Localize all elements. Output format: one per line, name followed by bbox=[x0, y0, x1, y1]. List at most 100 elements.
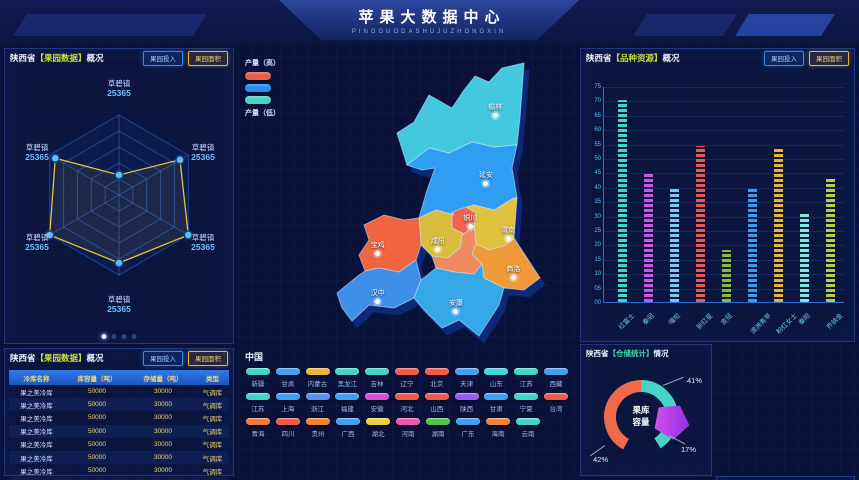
province-item[interactable]: 内蒙古 bbox=[305, 368, 331, 388]
y-axis-tick: 10 bbox=[594, 271, 601, 278]
header-banner: 苹果大数据中心 PINGGUODASHUJUZHONGXIN bbox=[279, 0, 579, 40]
province-item[interactable]: 西藏 bbox=[543, 368, 569, 388]
province-item[interactable]: 北京 bbox=[424, 368, 450, 388]
pager-dot[interactable] bbox=[131, 334, 137, 339]
bar-乔纳金[interactable] bbox=[826, 178, 835, 302]
province-item[interactable]: 黑龙江 bbox=[334, 368, 360, 388]
province-item[interactable]: 河南 bbox=[395, 418, 421, 438]
province-color-pill bbox=[245, 393, 270, 400]
province-item[interactable]: 青海 bbox=[245, 418, 271, 438]
cell-capacity: 50000 bbox=[87, 414, 107, 422]
pager-dot[interactable] bbox=[111, 334, 117, 339]
province-item[interactable]: 福建 bbox=[334, 393, 360, 413]
map-region-ankang[interactable] bbox=[413, 263, 505, 337]
x-axis-label: 粉红女士 bbox=[775, 312, 799, 336]
province-name: 河南 bbox=[401, 431, 415, 438]
province-item[interactable]: 浙江 bbox=[305, 393, 331, 413]
header-decor-right-bright bbox=[735, 14, 835, 36]
legend-low-label: 产量（低） bbox=[245, 110, 280, 117]
cell-name: 果之美冷库 bbox=[9, 398, 64, 412]
province-item[interactable]: 海南 bbox=[485, 418, 511, 438]
province-item[interactable]: 新疆 bbox=[245, 368, 271, 388]
map-region-hanzhong[interactable] bbox=[336, 259, 422, 322]
province-item[interactable]: 吉林 bbox=[364, 368, 390, 388]
table-column-header: 存储量（吨） bbox=[130, 370, 196, 385]
province-item[interactable]: 宁夏 bbox=[513, 393, 539, 413]
cell-name: 果之美冷库 bbox=[20, 442, 53, 450]
province-item[interactable]: 云南 bbox=[515, 418, 541, 438]
cell-type: 气调库 bbox=[202, 389, 223, 397]
province-item[interactable]: 陕西 bbox=[454, 393, 480, 413]
province-name: 江苏 bbox=[251, 406, 265, 413]
province-item[interactable]: 河北 bbox=[394, 393, 420, 413]
bar-澳洲青苹[interactable] bbox=[748, 186, 757, 302]
province-item[interactable]: 安徽 bbox=[364, 393, 390, 413]
pager-dot[interactable] bbox=[121, 334, 127, 339]
panel-storage-header: 陕西省【仓储统计】情况 bbox=[581, 345, 711, 361]
province-color-pill bbox=[516, 418, 540, 425]
orchard-area-button[interactable]: 果园面积 bbox=[188, 50, 228, 66]
province-item[interactable]: 山西 bbox=[424, 393, 450, 413]
x-axis-label: 嘎啦 bbox=[667, 312, 682, 327]
province-item[interactable]: 湖南 bbox=[425, 418, 451, 438]
cold-invest-button[interactable]: 果园投入 bbox=[143, 350, 183, 366]
province-name: 甘肃 bbox=[489, 406, 503, 413]
cell-capacity: 50000 bbox=[64, 424, 130, 438]
pager-dot[interactable] bbox=[101, 334, 107, 339]
cell-capacity: 50000 bbox=[87, 467, 107, 475]
bar-金冠[interactable] bbox=[722, 250, 731, 302]
orchard-invest-button[interactable]: 果园投入 bbox=[143, 50, 183, 66]
china-label: 中国 bbox=[245, 352, 264, 362]
province-name: 天津 bbox=[460, 381, 474, 388]
cell-stored: 30000 bbox=[153, 467, 173, 475]
bar-嘎啦[interactable] bbox=[670, 186, 679, 302]
province-item[interactable]: 山东 bbox=[484, 368, 510, 388]
cold-area-button[interactable]: 果园面积 bbox=[188, 350, 228, 366]
province-item[interactable]: 辽宁 bbox=[394, 368, 420, 388]
province-item[interactable]: 上海 bbox=[275, 393, 301, 413]
x-axis-label: 金冠 bbox=[719, 312, 734, 327]
province-item[interactable]: 四川 bbox=[275, 418, 301, 438]
cell-capacity: 50000 bbox=[87, 388, 107, 396]
province-item[interactable]: 江苏 bbox=[245, 393, 271, 413]
province-item[interactable]: 甘肃 bbox=[275, 368, 301, 388]
province-item[interactable]: 湖北 bbox=[365, 418, 391, 438]
varieties-invest-button[interactable]: 果园投入 bbox=[764, 50, 804, 66]
panel-area-donut: 陕西省【果园数据】概况 咸阳渭南延安 bbox=[716, 476, 855, 480]
radar-axis-label: 草碧镇 25365 bbox=[191, 143, 215, 163]
cell-stored: 30000 bbox=[153, 388, 173, 396]
legend-color-bar bbox=[245, 84, 271, 92]
varieties-area-button[interactable]: 果园面积 bbox=[809, 50, 849, 66]
bar-粉红女士[interactable] bbox=[774, 149, 783, 302]
province-color-pill bbox=[366, 418, 390, 425]
bar-秦阳[interactable] bbox=[800, 212, 809, 302]
province-item[interactable]: 贵州 bbox=[305, 418, 331, 438]
radar-pagination bbox=[101, 334, 137, 339]
province-color-pill bbox=[305, 368, 330, 375]
province-item[interactable]: 江苏 bbox=[513, 368, 539, 388]
bar-秦冠[interactable] bbox=[644, 172, 653, 302]
province-item[interactable]: 天津 bbox=[454, 368, 480, 388]
province-color-pill bbox=[275, 368, 300, 375]
cell-type: 气调库 bbox=[196, 424, 229, 438]
province-name: 浙江 bbox=[311, 406, 325, 413]
cell-name: 果之美冷库 bbox=[9, 477, 64, 480]
province-item[interactable]: 台湾 bbox=[543, 393, 569, 413]
province-item[interactable]: 甘肃 bbox=[484, 393, 510, 413]
bar-红富士[interactable] bbox=[618, 100, 627, 302]
y-axis-tick: 40 bbox=[594, 184, 601, 191]
varieties-bar-chart: 00 05 10 15 20 25 30 35 40 45 50 55 60 65 70 75 红富士 秦冠 嘎啦新… bbox=[594, 84, 844, 336]
province-item[interactable]: 广东 bbox=[455, 418, 481, 438]
province-item[interactable]: 广西 bbox=[335, 418, 361, 438]
bar-新红星[interactable] bbox=[696, 146, 705, 302]
province-name: 内蒙古 bbox=[307, 381, 328, 388]
